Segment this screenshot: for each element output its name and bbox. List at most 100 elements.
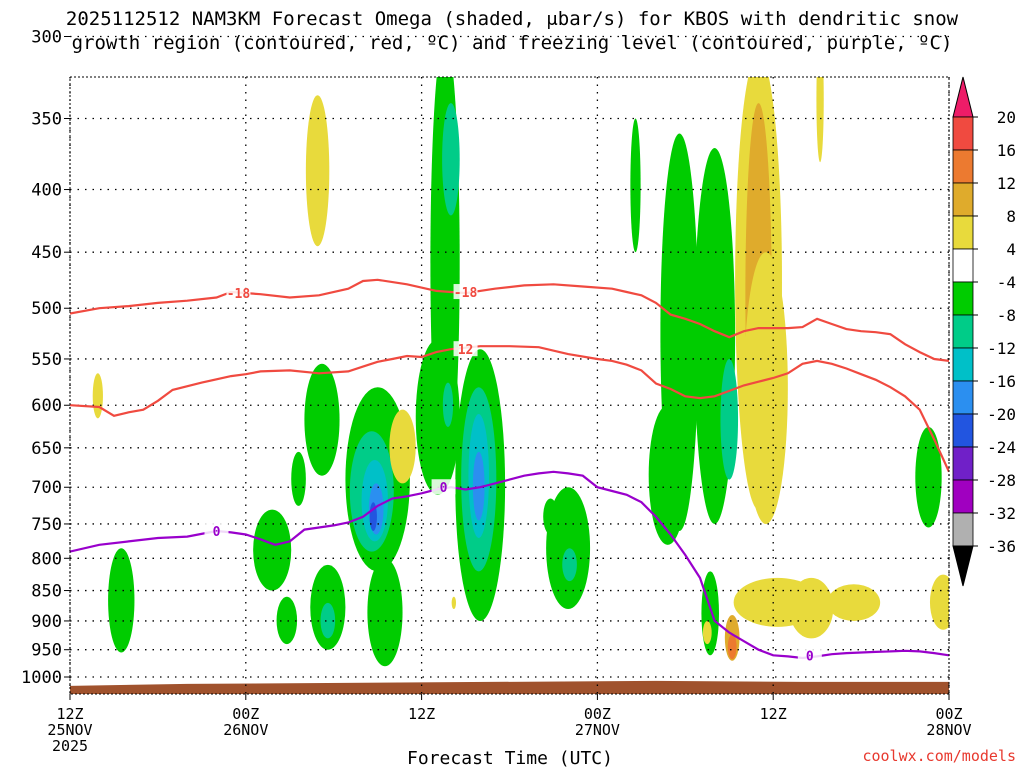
omega-shade-cell	[562, 548, 577, 582]
contour-label-text: 0	[806, 649, 814, 664]
colorbar-cell	[952, 380, 974, 415]
colorbar-label: -32	[987, 504, 1016, 523]
contour-label-text: 0	[440, 481, 448, 496]
omega-shade-cell	[253, 509, 292, 591]
colorbar-cell	[952, 545, 974, 587]
ground-surface	[70, 680, 949, 694]
x-tick-label: 12Z	[56, 705, 83, 723]
contour-label-text: 12	[458, 343, 474, 358]
contour-label-bg	[204, 522, 229, 538]
contour-label-text: 0	[213, 525, 221, 540]
colorbar-cell	[952, 182, 974, 217]
colorbar-cell	[952, 347, 974, 382]
omega-shade-cell	[472, 451, 485, 521]
contour--18	[70, 278, 949, 362]
colorbar-label: 12	[997, 174, 1016, 193]
omega-shade-cell	[305, 95, 330, 247]
x-tick-label: 25NOV	[47, 721, 92, 739]
omega-shade-cell	[929, 574, 949, 630]
omega-shade-cell	[720, 358, 739, 480]
y-tick-label: 550	[31, 350, 62, 370]
y-tick-label: 900	[31, 612, 62, 632]
contour-12	[70, 345, 949, 473]
contour-label-text: -18	[454, 286, 478, 301]
x-tick-label: 26NOV	[223, 721, 268, 739]
x-tick-label: 12Z	[760, 705, 787, 723]
omega-shade-cell	[543, 498, 558, 535]
omega-shade-cell	[276, 596, 298, 645]
contour-label-bg	[453, 284, 478, 300]
x-axis-label: Forecast Time (UTC)	[407, 748, 613, 768]
colorbar: 20 16 12 8 4 -4 -8 -12 -16 -20 -24 -28 -32 -36	[952, 76, 1016, 587]
site-credit[interactable]: coolwx.com/models	[862, 747, 1016, 765]
contour-label-bg	[797, 647, 822, 663]
omega-shade-cell	[92, 373, 103, 419]
omega-shade-cell	[827, 584, 881, 621]
colorbar-cell	[952, 116, 974, 151]
y-tick-label: 800	[31, 549, 62, 569]
colorbar-cell	[952, 248, 974, 283]
colorbar-label: -8	[997, 306, 1016, 325]
y-tick-label: 600	[31, 396, 62, 416]
colorbar-cell	[952, 446, 974, 481]
colorbar-cell	[952, 281, 974, 316]
omega-shade-cell	[648, 405, 687, 545]
colorbar-label: -12	[987, 339, 1016, 358]
y-tick-label: 650	[31, 439, 62, 459]
y-tick-label: 1000	[21, 668, 62, 688]
colorbar-label: -28	[987, 471, 1016, 490]
y-tick-label: 750	[31, 515, 62, 535]
y-tick-label: 400	[31, 181, 62, 201]
omega-shade-cell	[915, 426, 942, 528]
omega-shade-cell	[743, 252, 788, 524]
omega-shade-cell	[367, 558, 403, 667]
colorbar-label: -16	[987, 372, 1016, 391]
x-tick-label: 12Z	[408, 705, 435, 723]
y-tick-label: 500	[31, 299, 62, 319]
colorbar-label: -20	[987, 405, 1016, 424]
y-tick-label: 350	[31, 109, 62, 129]
omega-shade-cell	[442, 382, 454, 427]
contour-labels: -18 -18 12 0 0 0	[204, 284, 822, 664]
x-tick-label: 00Z	[935, 705, 962, 723]
y-tick-label: 300	[31, 27, 62, 47]
colorbar-cell	[952, 149, 974, 184]
contour-label-bg	[226, 285, 251, 301]
omega-shade-cell	[702, 620, 712, 645]
contour-label-text: -18	[227, 287, 251, 302]
y-axis: 2503003504004505005506006507007508008509…	[21, 27, 70, 688]
chart-title-line-2: growth region (contoured, red, ºC) and f…	[71, 32, 953, 54]
y-tick-label: 950	[31, 641, 62, 661]
omega-shade-cell	[320, 602, 336, 639]
x-tick-label: 27NOV	[575, 721, 620, 739]
y-tick-label: 850	[31, 582, 62, 602]
colorbar-label: -4	[997, 273, 1016, 292]
x-tick-label: 28NOV	[926, 721, 971, 739]
gridlines	[69, 35, 950, 694]
omega-shading	[92, 77, 949, 667]
omega-shade-cell	[701, 571, 719, 656]
omega-shade-cell	[816, 77, 824, 163]
colorbar-label: 20	[997, 108, 1016, 127]
omega-shade-cell	[291, 451, 306, 506]
x-tick-label: 2025	[52, 737, 88, 755]
omega-shade-cell	[451, 596, 457, 609]
colorbar-cell	[952, 314, 974, 349]
omega-shade-cell	[789, 577, 834, 639]
colorbar-cell	[952, 413, 974, 448]
contour-label-bg	[431, 479, 456, 495]
colorbar-label: 8	[1006, 207, 1016, 226]
chart-title-line-1: 2025112512 NAM3KM Forecast Omega (shaded…	[65, 8, 959, 30]
y-tick-label: 450	[31, 243, 62, 263]
omega-shade-cell	[304, 363, 340, 476]
x-tick-label: 00Z	[232, 705, 259, 723]
colorbar-cell	[952, 512, 974, 547]
x-tick-label: 00Z	[584, 705, 611, 723]
y-tick-label: 700	[31, 478, 62, 498]
omega-shade-cell	[389, 409, 416, 484]
contour-label-bg	[453, 341, 478, 357]
colorbar-cell	[952, 479, 974, 514]
colorbar-label: -24	[987, 438, 1016, 457]
omega-shade-cell	[630, 118, 641, 253]
